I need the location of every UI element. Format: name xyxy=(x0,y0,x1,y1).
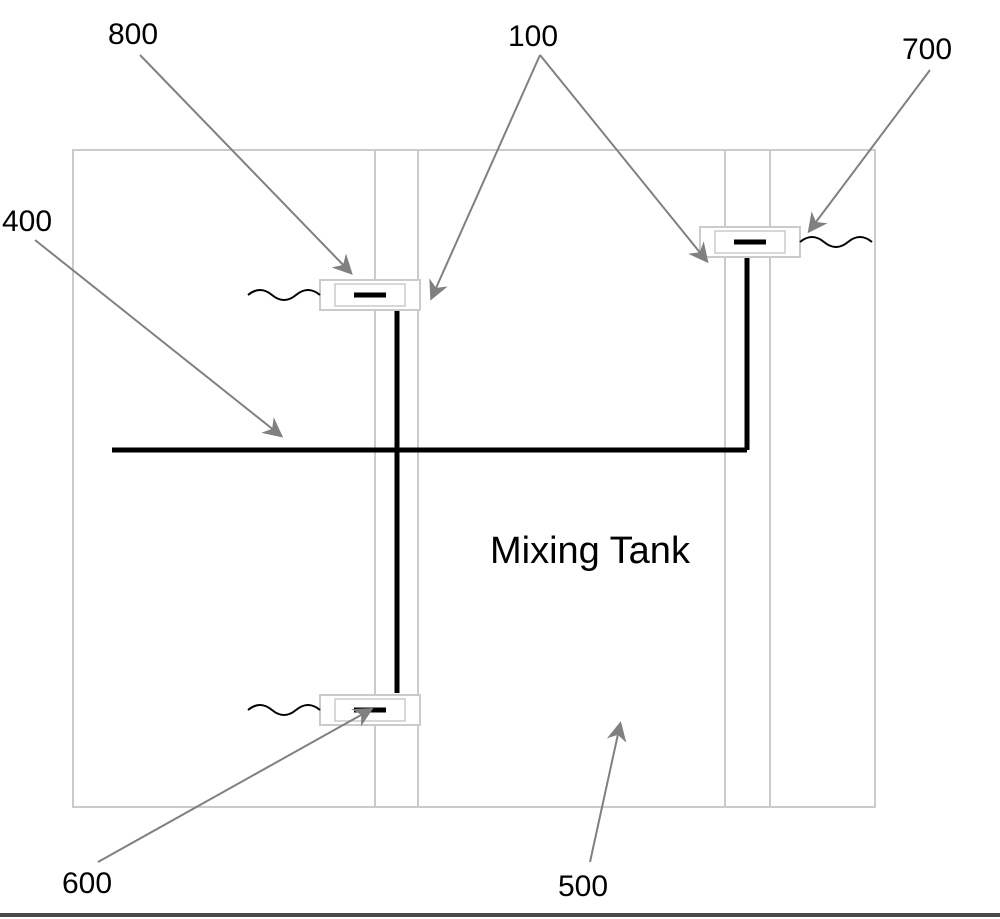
pipe-group xyxy=(112,245,747,693)
diagram-container: 800 100 700 400 500 600 Mixing Tank xyxy=(0,0,1000,919)
diagram-svg xyxy=(0,0,1000,919)
label-400: 400 xyxy=(2,205,52,239)
label-800: 800 xyxy=(108,18,158,52)
sensor-group xyxy=(248,227,872,725)
label-600: 600 xyxy=(62,867,112,901)
tank-label: Mixing Tank xyxy=(490,530,690,573)
label-100: 100 xyxy=(508,20,558,54)
leader-group xyxy=(35,55,930,862)
label-500: 500 xyxy=(558,870,608,904)
label-700: 700 xyxy=(902,33,952,67)
